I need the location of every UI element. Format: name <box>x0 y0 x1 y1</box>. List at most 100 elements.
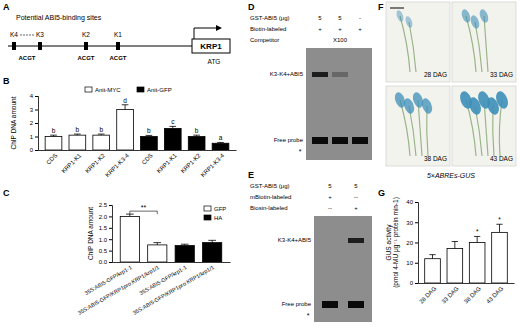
photo-content <box>458 90 510 156</box>
gel-row-label: GST-ABI5 (μg) <box>250 15 289 21</box>
bar <box>45 137 62 151</box>
bar <box>447 249 463 283</box>
y-tick-mark <box>109 216 112 217</box>
x-tick-label: CDS <box>141 152 154 165</box>
bar <box>120 216 139 262</box>
photo-content <box>393 91 434 156</box>
significance-bracket <box>130 211 157 214</box>
gel-band <box>348 238 364 243</box>
bar <box>469 243 485 284</box>
gel-lane-value: + <box>358 26 362 32</box>
x-tick: 38 DAG <box>463 285 483 305</box>
gel-lane-value: + <box>354 205 358 211</box>
site-label: K3 <box>36 31 44 38</box>
error-cap <box>50 135 57 136</box>
panel-label: C <box>3 188 10 198</box>
significance-label: b <box>76 126 80 133</box>
y-tick-mark <box>415 222 418 223</box>
y-tick-label: 20 <box>406 240 413 246</box>
x-tick: 35S:ABI5-GFP/krp1-1 <box>138 264 187 296</box>
error-bar <box>125 105 126 110</box>
x-axis-line <box>419 283 515 284</box>
photo-stain <box>420 97 434 115</box>
legend-item: GFP <box>204 206 226 212</box>
gel-lane-value: + <box>338 26 342 32</box>
photo <box>452 86 516 166</box>
photo <box>452 2 516 82</box>
y-tick: 1.0 <box>99 237 112 243</box>
error-cap <box>181 244 189 245</box>
y-tick-label: 30 <box>406 220 413 226</box>
band-label: K3-K4+ABI5 <box>270 71 304 77</box>
y-tick-label: 2.5 <box>99 202 108 208</box>
x-tick: KRP1-K3-4 <box>104 152 130 178</box>
photo-stem <box>418 100 422 156</box>
site-label: K2 <box>82 31 90 38</box>
band-marker: * <box>307 312 310 319</box>
error-cap <box>74 134 81 135</box>
photo <box>386 2 450 82</box>
y-tick: 20 <box>406 240 418 246</box>
photo-label: 33 DAG <box>490 71 513 78</box>
band-marker: * <box>299 148 302 155</box>
photo-stem <box>484 16 488 72</box>
panel-label: G <box>378 188 385 198</box>
significance-label: b <box>99 126 103 133</box>
panel-label: F <box>378 2 384 12</box>
error-cap <box>193 135 200 136</box>
x-tick: CDS <box>141 152 154 165</box>
background <box>0 0 520 328</box>
y-tick-mark <box>35 150 38 151</box>
tss-arrowhead <box>216 25 222 31</box>
site-label: K1 <box>114 31 122 38</box>
error-cap <box>452 241 458 242</box>
photo-stem <box>409 22 416 72</box>
y-tick-mark <box>35 123 38 124</box>
y-axis-title: ChIP DNA amount <box>10 96 17 149</box>
y-tick-label: 0 <box>410 280 414 286</box>
gel <box>314 216 372 322</box>
gene-box <box>192 39 230 53</box>
photo-caption: 5×ABREs-GUS <box>427 172 475 179</box>
y-tick: 0.5 <box>99 248 112 254</box>
y-tick: 4 <box>30 93 38 99</box>
figure: ABCDEFGPotential ABI5-binding sitesK4K3K… <box>0 0 520 328</box>
x-tick-label: CDS <box>45 152 58 165</box>
y-tick-mark <box>109 228 112 229</box>
gel-band <box>312 72 328 77</box>
error-cap <box>208 240 216 241</box>
gel-row-label: Biosin-labeled <box>250 205 288 211</box>
binding-site <box>12 42 16 50</box>
significance-label: d <box>123 97 127 104</box>
photo-stem <box>475 22 482 72</box>
y-tick-label: 0 <box>30 147 34 153</box>
y-tick: 3 <box>30 107 38 113</box>
bar <box>148 245 167 262</box>
bar <box>188 137 205 151</box>
legend-label: HA <box>214 215 222 221</box>
x-tick: CDS <box>45 152 58 165</box>
y-tick: 40 <box>406 199 418 205</box>
x-tick-label: 35S:ABI5-GFP/krp1-1 <box>83 264 132 296</box>
photo-label: 43 DAG <box>490 155 513 162</box>
bar <box>203 243 222 262</box>
error-cap <box>217 142 224 143</box>
legend-label: Anit-MYC <box>95 87 121 93</box>
y-tick-label: 3 <box>30 107 34 113</box>
x-tick-label: KRP1-K1 <box>156 152 178 174</box>
y-tick: 1.5 <box>99 225 112 231</box>
y-tick-label: 1 <box>30 134 34 140</box>
diagram-title: Potential ABI5-binding sites <box>16 14 102 22</box>
x-tick: KRP1-K2 <box>84 152 106 174</box>
plot-area <box>45 105 229 150</box>
error-cap <box>153 242 161 243</box>
error-cap <box>98 134 105 135</box>
error-bar <box>454 241 455 248</box>
error-bar <box>499 224 500 232</box>
panel-label: B <box>3 76 10 86</box>
x-tick-label: 33 DAG <box>440 285 460 305</box>
y-tick-label: 10 <box>406 260 413 266</box>
motif-label: ACGT <box>110 55 127 61</box>
panel-label: A <box>3 2 10 12</box>
bar <box>93 135 110 150</box>
